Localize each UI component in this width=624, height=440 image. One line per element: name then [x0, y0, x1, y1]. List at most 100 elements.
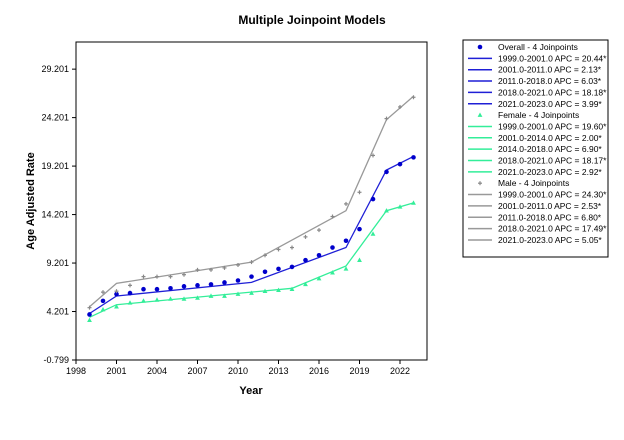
legend-frame — [462, 39, 609, 258]
data-point-overall — [397, 161, 403, 167]
legend-apc-label: 2021.0-2023.0 APC = 2.92* — [498, 167, 602, 177]
data-point-female — [235, 291, 241, 296]
legend-apc-label: 2021.0-2023.0 APC = 3.99* — [498, 99, 602, 109]
data-point-male — [155, 274, 159, 279]
data-point-male — [303, 234, 308, 239]
legend-apc-label: 2018.0-2021.0 APC = 18.17* — [498, 156, 607, 166]
data-point-female — [100, 306, 106, 312]
x-tick-label: 2001 — [106, 366, 126, 376]
data-point-overall — [262, 269, 268, 275]
legend-apc-label: 2014.0-2018.0 APC = 6.90* — [498, 144, 602, 154]
data-point-male — [290, 245, 294, 250]
data-point-female — [154, 297, 160, 302]
legend-apc-label: 1999.0-2001.0 APC = 19.60* — [498, 121, 607, 131]
data-point-female — [276, 287, 281, 293]
data-point-overall — [370, 196, 376, 202]
data-point-female — [114, 304, 119, 309]
data-point-overall — [357, 226, 362, 232]
y-tick-label: 24.201 — [41, 113, 69, 123]
data-point-male — [249, 260, 254, 265]
plot-area-frame — [75, 41, 428, 361]
y-tick-label: 9.201 — [46, 258, 69, 268]
y-tick-label: 29.201 — [41, 64, 69, 74]
data-point-overall — [127, 290, 133, 296]
data-point-male — [101, 290, 105, 295]
data-point-male — [263, 253, 267, 258]
data-point-male — [398, 104, 402, 109]
data-point-male — [87, 305, 92, 310]
data-point-male — [371, 153, 375, 158]
data-point-overall — [411, 155, 416, 160]
data-point-female — [384, 208, 389, 213]
fitted-lines — [89, 95, 414, 318]
data-point-overall — [208, 282, 214, 287]
data-point-overall — [141, 286, 146, 292]
legend-marker-female — [477, 112, 483, 117]
data-point-female — [411, 200, 416, 205]
data-point-male — [330, 214, 335, 219]
x-tick-label: 2022 — [390, 366, 410, 376]
data-point-overall — [87, 312, 92, 317]
data-point-male — [195, 267, 200, 272]
data-point-overall — [114, 291, 119, 297]
data-point-female — [330, 270, 335, 275]
x-tick-label: 2004 — [147, 366, 167, 376]
data-point-overall — [168, 285, 173, 291]
data-point-female — [289, 286, 295, 292]
data-point-male — [114, 289, 119, 294]
data-point-overall — [316, 252, 322, 258]
data-point-female — [195, 295, 200, 300]
x-tick-label: 2019 — [349, 366, 369, 376]
x-tick-label: 2013 — [268, 366, 288, 376]
legend-series-name: Overall - 4 Joinpoints — [498, 42, 578, 52]
y-tick-label: 14.201 — [41, 210, 69, 220]
data-point-overall — [181, 284, 187, 289]
legend-marker-overall — [477, 44, 483, 50]
chart-title: Multiple Joinpoint Models — [238, 13, 386, 27]
legend-apc-label: 1999.0-2001.0 APC = 24.30* — [498, 190, 607, 200]
data-point-overall — [330, 245, 335, 250]
data-point-male — [168, 274, 173, 279]
data-point-male — [411, 95, 416, 100]
y-axis-ticks: -0.799 4.201 9.201 14.201 19.201 24.201 29.201 — [41, 64, 76, 365]
legend-apc-label: 2011.0-2018.0 APC = 6.80* — [498, 212, 602, 222]
legend-apc-label: 2001.0-2011.0 APC = 2.13* — [498, 65, 602, 75]
data-point-female — [208, 293, 214, 298]
fit-line-male — [89, 95, 414, 308]
data-point-male — [182, 272, 186, 277]
data-point-overall — [303, 257, 308, 263]
x-tick-label: 2016 — [309, 366, 329, 376]
data-point-male — [209, 267, 213, 272]
data-point-overall — [384, 169, 389, 175]
y-axis-label: Age Adjusted Rate — [25, 152, 37, 249]
legend-apc-label: 2018.0-2021.0 APC = 17.49* — [498, 224, 607, 234]
data-point-overall — [289, 264, 295, 270]
data-point-male — [141, 274, 146, 279]
legend-marker-male — [478, 181, 482, 186]
data-point-female — [370, 231, 376, 236]
data-point-male — [317, 228, 321, 233]
data-point-female — [262, 288, 268, 293]
observed-markers — [87, 95, 416, 323]
data-point-female — [249, 290, 254, 295]
data-point-overall — [343, 238, 349, 244]
data-point-female — [397, 204, 403, 209]
x-tick-label: 2010 — [228, 366, 248, 376]
data-point-female — [222, 293, 227, 298]
data-point-overall — [276, 266, 281, 272]
x-axis-ticks: 1998 2001 2004 2007 2010 2013 2016 2019 2022 — [66, 360, 410, 376]
data-point-female — [357, 257, 362, 262]
legend-apc-label: 1999.0-2001.0 APC = 20.44* — [498, 53, 607, 63]
data-point-female — [181, 296, 187, 301]
legend-apc-label: 2021.0-2023.0 APC = 5.05* — [498, 235, 602, 245]
y-tick-label: -0.799 — [43, 355, 69, 365]
data-point-overall — [222, 280, 227, 285]
data-point-male — [276, 247, 281, 252]
data-point-female — [127, 300, 133, 305]
y-tick-label: 4.201 — [46, 307, 69, 317]
data-point-male — [222, 265, 227, 270]
legend-apc-label: 2011.0-2018.0 APC = 6.03* — [498, 76, 602, 86]
data-point-male — [357, 190, 362, 195]
data-point-overall — [195, 283, 200, 288]
